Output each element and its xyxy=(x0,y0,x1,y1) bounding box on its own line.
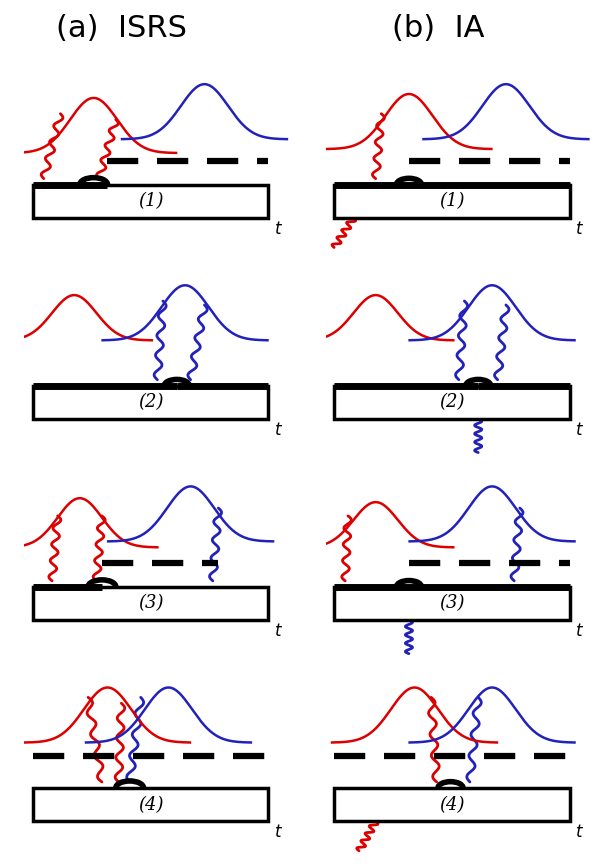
Text: $t$: $t$ xyxy=(575,220,584,238)
Text: (a)  ISRS: (a) ISRS xyxy=(56,14,188,42)
Text: (4): (4) xyxy=(439,796,465,814)
Polygon shape xyxy=(334,586,569,620)
Text: $t$: $t$ xyxy=(273,823,283,842)
Polygon shape xyxy=(334,184,569,218)
Text: $t$: $t$ xyxy=(273,421,283,439)
Text: $t$: $t$ xyxy=(575,421,584,439)
Text: (4): (4) xyxy=(138,796,163,814)
Text: (2): (2) xyxy=(138,394,163,412)
Text: (1): (1) xyxy=(138,192,163,210)
Polygon shape xyxy=(334,386,569,419)
Text: $t$: $t$ xyxy=(575,823,584,842)
Polygon shape xyxy=(33,184,268,218)
Text: $t$: $t$ xyxy=(273,220,283,238)
Polygon shape xyxy=(33,386,268,419)
Text: (1): (1) xyxy=(439,192,465,210)
Polygon shape xyxy=(33,788,268,822)
Polygon shape xyxy=(334,788,569,822)
Text: (2): (2) xyxy=(439,394,465,412)
Text: $t$: $t$ xyxy=(273,622,283,640)
Text: (3): (3) xyxy=(439,594,465,612)
Text: (3): (3) xyxy=(138,594,163,612)
Text: $t$: $t$ xyxy=(575,622,584,640)
Text: (b)  IA: (b) IA xyxy=(392,14,485,42)
Polygon shape xyxy=(33,586,268,620)
